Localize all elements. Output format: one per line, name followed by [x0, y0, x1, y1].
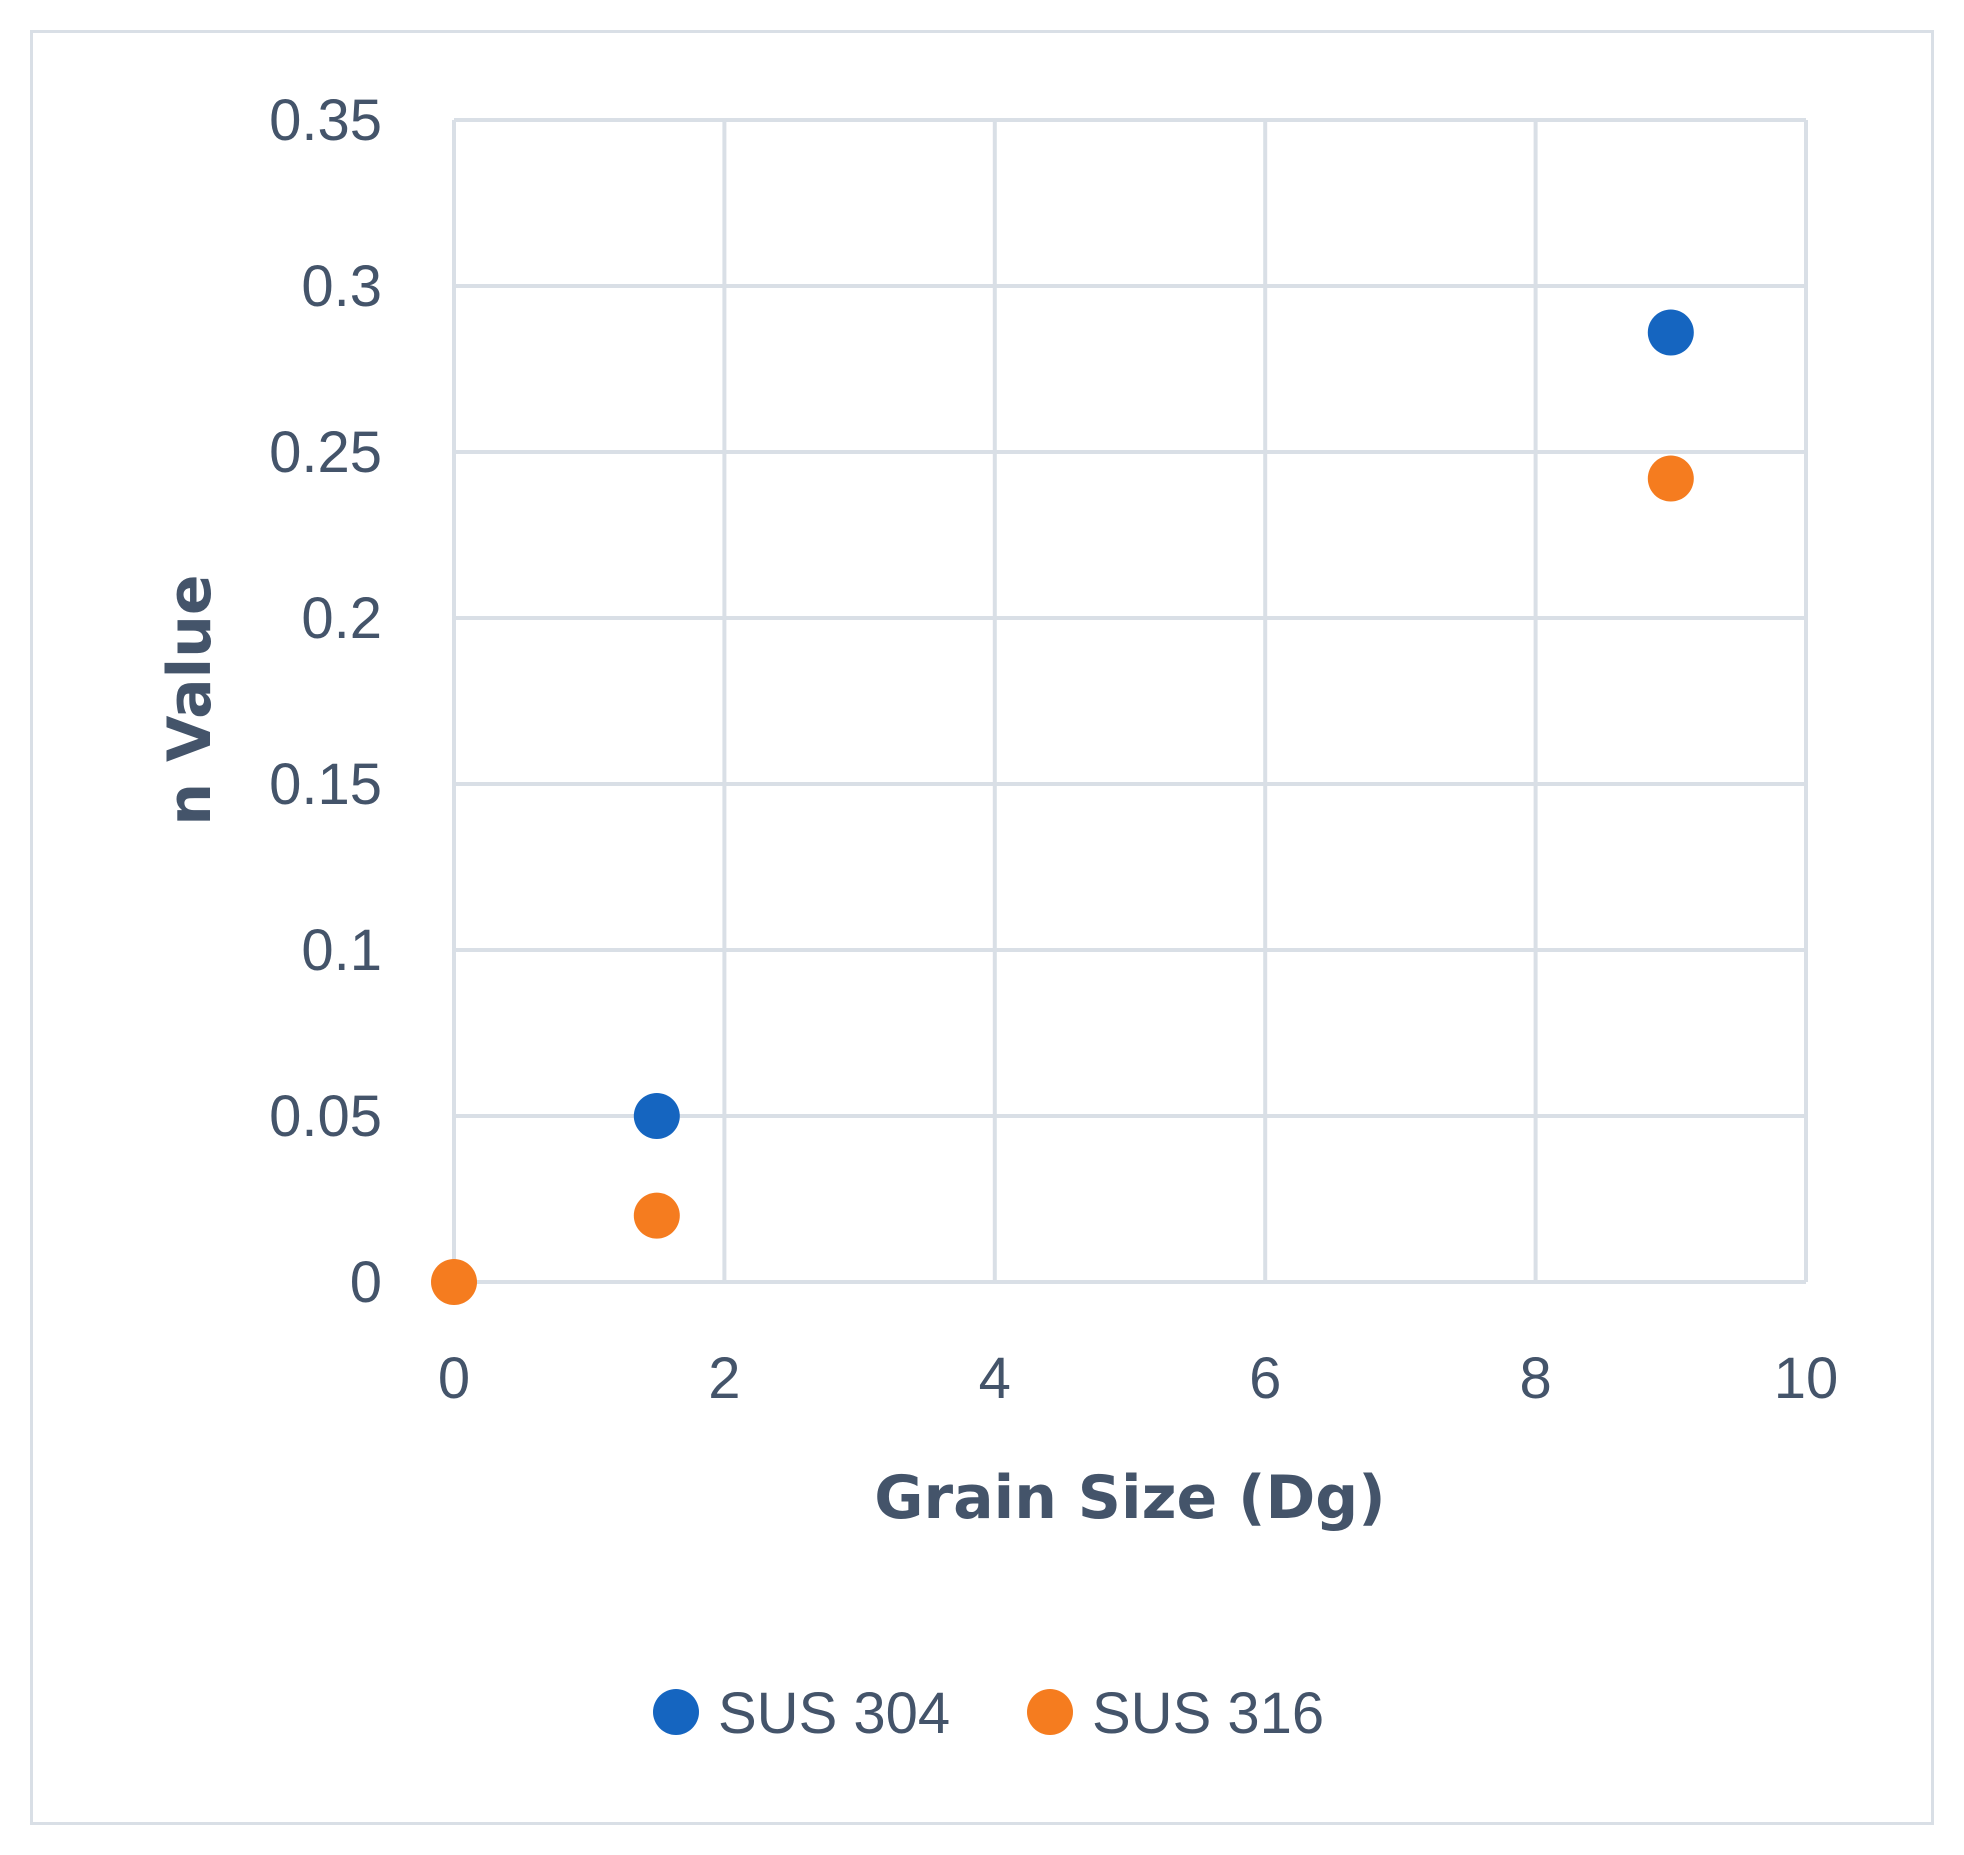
x-axis-ticks: 0 2 4 6 8 10	[438, 1346, 1838, 1411]
data-point-sus-316	[1647, 455, 1694, 502]
data-point-sus-304	[633, 1093, 680, 1139]
y-axis-ticks: 0 0.05 0.1 0.15 0.2 0.25 0.3 0.35	[269, 88, 382, 1315]
x-tick-label: 2	[708, 1346, 740, 1411]
data-points	[431, 309, 1694, 1305]
legend-item-sus-316: SUS 316	[1027, 1681, 1324, 1746]
y-tick-label: 0.05	[269, 1084, 382, 1149]
x-tick-label: 8	[1519, 1346, 1551, 1411]
x-axis-title: Grain Size (Dg)	[874, 1463, 1385, 1533]
y-axis-title: n Value	[155, 574, 225, 825]
legend-item-sus-304: SUS 304	[653, 1681, 950, 1746]
y-tick-label: 0.15	[269, 752, 382, 817]
y-tick-label: 0.25	[269, 420, 382, 485]
x-tick-label: 4	[979, 1346, 1011, 1411]
data-point-sus-316	[633, 1192, 680, 1239]
y-tick-label: 0.1	[301, 918, 382, 983]
y-tick-label: 0.3	[301, 254, 382, 319]
data-point-sus-304	[1647, 309, 1694, 356]
data-point-sus-316	[431, 1259, 477, 1305]
legend-marker	[653, 1689, 699, 1735]
legend: SUS 304 SUS 316	[653, 1681, 1324, 1746]
x-tick-label: 6	[1249, 1346, 1281, 1411]
y-tick-label: 0.2	[301, 586, 382, 651]
y-tick-label: 0	[350, 1250, 382, 1315]
x-tick-label: 10	[1774, 1346, 1839, 1411]
y-tick-label: 0.35	[269, 88, 382, 153]
x-tick-label: 0	[438, 1346, 470, 1411]
legend-label: SUS 316	[1092, 1681, 1324, 1746]
legend-marker	[1027, 1689, 1073, 1735]
legend-label: SUS 304	[718, 1681, 950, 1746]
chart-frame	[30, 30, 1934, 1825]
